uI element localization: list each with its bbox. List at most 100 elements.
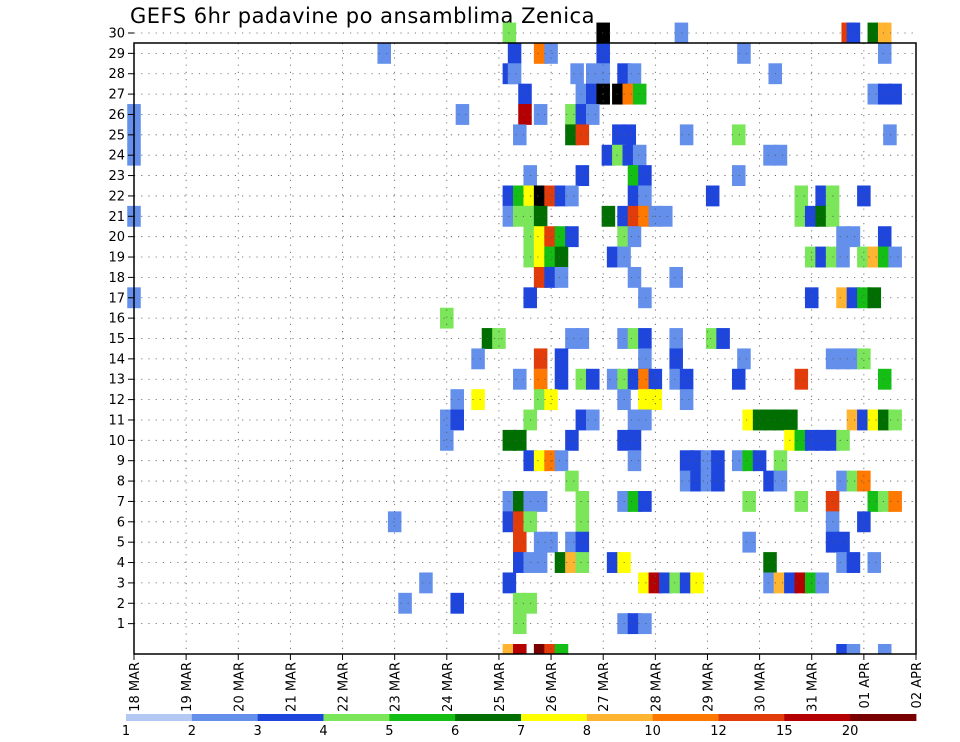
heatmap-cell bbox=[502, 644, 517, 654]
y-tick-label: 19 bbox=[108, 251, 125, 266]
heatmap-cell bbox=[440, 429, 454, 451]
heatmap-cell bbox=[731, 124, 746, 146]
heatmap-cell bbox=[857, 511, 871, 533]
heatmap-cell bbox=[586, 409, 600, 431]
heatmap-cell bbox=[846, 287, 861, 309]
heatmap-cell bbox=[846, 470, 861, 492]
colorbar-label: 5 bbox=[385, 724, 393, 739]
heatmap-cell bbox=[638, 165, 652, 186]
heatmap-cell bbox=[533, 491, 548, 512]
heatmap-cell bbox=[836, 531, 850, 553]
heatmap-cell bbox=[554, 368, 569, 390]
heatmap-cell bbox=[471, 389, 485, 411]
heatmap-cell bbox=[846, 409, 861, 431]
heatmap-cell bbox=[763, 572, 777, 594]
heatmap-cell bbox=[857, 287, 871, 309]
colorbar-swatch bbox=[718, 714, 785, 721]
heatmap-cell bbox=[398, 592, 412, 614]
heatmap-cell bbox=[622, 124, 637, 146]
heatmap-cell bbox=[387, 511, 402, 533]
heatmap-cell bbox=[377, 42, 392, 64]
heatmap-cell bbox=[742, 531, 756, 553]
heatmap-cell bbox=[627, 205, 642, 227]
heatmap-cell bbox=[669, 266, 683, 288]
heatmap-cell bbox=[815, 185, 829, 207]
colorbar-label: 10 bbox=[644, 724, 661, 739]
colorbar-swatch bbox=[784, 714, 851, 721]
heatmap-cell bbox=[612, 144, 626, 166]
heatmap-cell bbox=[794, 185, 809, 207]
heatmap-cell bbox=[632, 144, 647, 166]
heatmap-cell bbox=[513, 644, 527, 654]
x-tick-label: 31 MAR bbox=[806, 662, 821, 712]
heatmap-cell bbox=[638, 613, 652, 635]
heatmap-cell bbox=[565, 124, 579, 146]
heatmap-cell bbox=[700, 470, 715, 492]
heatmap-cell bbox=[742, 491, 756, 512]
heatmap-cell bbox=[544, 266, 558, 288]
plot-frame bbox=[133, 42, 917, 655]
y-tick-label: 4 bbox=[117, 556, 125, 571]
heatmap-cell bbox=[638, 572, 652, 594]
heatmap-cell bbox=[877, 491, 892, 512]
heatmap-cell bbox=[877, 226, 892, 248]
heatmap-cell bbox=[544, 531, 558, 553]
heatmap-cell bbox=[638, 491, 652, 512]
heatmap-cell bbox=[513, 531, 527, 553]
heatmap-cell bbox=[622, 144, 637, 166]
heatmap-cell bbox=[669, 368, 683, 390]
heatmap-cell bbox=[877, 246, 892, 268]
heatmap-cell bbox=[742, 450, 756, 472]
heatmap-cell bbox=[544, 226, 558, 248]
heatmap-cell bbox=[544, 246, 558, 268]
heatmap-cell bbox=[737, 42, 751, 64]
heatmap-cell bbox=[669, 328, 683, 349]
heatmap-cell bbox=[507, 63, 522, 85]
chart-title: GEFS 6hr padavine po ansamblima Zenica bbox=[130, 4, 595, 28]
grid-lines bbox=[133, 32, 917, 654]
x-tick-label: 19 MAR bbox=[180, 662, 195, 712]
heatmap-cell bbox=[554, 246, 569, 268]
colorbar: 1 2 3 4 5 6 7 8 10 12 15 20 bbox=[122, 714, 917, 739]
heatmap-cell bbox=[627, 613, 642, 635]
heatmap-cell bbox=[679, 368, 694, 390]
y-tick-label: 5 bbox=[117, 536, 125, 551]
heatmap-cell bbox=[627, 185, 642, 207]
y-tick-label: 8 bbox=[117, 475, 125, 490]
heatmap-cell bbox=[533, 246, 548, 268]
colorbar-label: 20 bbox=[842, 724, 859, 739]
heatmap-cell bbox=[888, 491, 902, 512]
heatmap-cell bbox=[794, 205, 809, 227]
heatmap-cell bbox=[836, 644, 850, 654]
heatmap-cell bbox=[815, 429, 829, 451]
heatmap-cell bbox=[648, 389, 663, 411]
heatmap-cell bbox=[565, 552, 579, 573]
y-tick-label: 2 bbox=[117, 597, 125, 612]
heatmap-cell bbox=[794, 368, 809, 390]
heatmap-cell bbox=[533, 644, 548, 654]
y-tick-label: 27 bbox=[108, 88, 125, 103]
heatmap-cell bbox=[877, 83, 892, 105]
heatmap-cell bbox=[877, 644, 892, 654]
heatmap-cell bbox=[565, 226, 579, 248]
x-tick-label: 21 MAR bbox=[284, 662, 299, 712]
heatmap-cell bbox=[784, 429, 798, 451]
heatmap-cell bbox=[507, 42, 522, 64]
heatmap-cell bbox=[731, 165, 746, 186]
y-tick-label: 3 bbox=[117, 576, 125, 591]
heatmap-cell bbox=[794, 429, 809, 451]
heatmap-cell bbox=[419, 572, 433, 594]
heatmap-cell bbox=[669, 348, 683, 370]
heatmap-cell bbox=[544, 185, 558, 207]
heatmap-cell bbox=[867, 246, 882, 268]
heatmap-cell bbox=[867, 22, 882, 44]
heatmap-cell bbox=[554, 644, 569, 654]
heatmap-cell bbox=[679, 470, 694, 492]
x-tick-label: 02 APR bbox=[910, 662, 925, 708]
heatmap-cell bbox=[565, 531, 579, 553]
heatmap-cell bbox=[627, 429, 642, 451]
heatmap-cell bbox=[763, 470, 777, 492]
heatmap-cell bbox=[690, 572, 704, 594]
y-tick-label: 22 bbox=[108, 189, 125, 204]
